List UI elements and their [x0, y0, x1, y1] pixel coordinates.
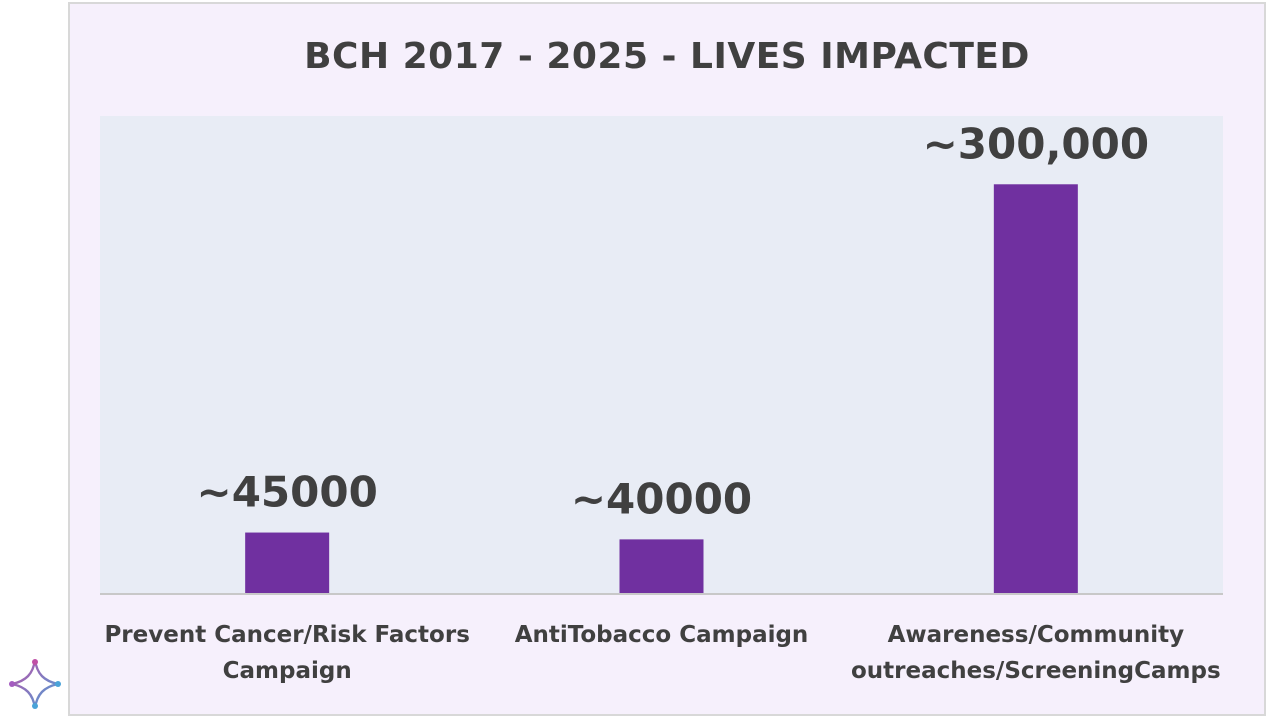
category-label-3: outreaches/ScreeningCamps	[851, 658, 1221, 684]
bar-3	[993, 184, 1078, 595]
category-label-1: Campaign	[223, 658, 352, 684]
data-label-3: ~300,000	[923, 119, 1150, 168]
data-label-1: ~45000	[197, 468, 378, 517]
data-label-2: ~40000	[571, 474, 752, 523]
chart-title: BCH 2017 - 2025 - LIVES IMPACTED	[304, 36, 1030, 77]
bar-chart: ~45000 Prevent Cancer/Risk Factors Campaig…	[100, 116, 1223, 684]
category-label-1: Prevent Cancer/Risk Factors	[104, 622, 469, 648]
bar-1	[245, 532, 330, 594]
category-label-2: AntiTobacco Campaign	[515, 622, 809, 648]
chart-frame: BCH 2017 - 2025 - LIVES IMPACTED ~45000 P…	[68, 2, 1266, 716]
bar-2	[619, 539, 704, 594]
four-point-star-logo-icon	[9, 659, 61, 709]
category-label-3: Awareness/Community	[888, 622, 1185, 648]
